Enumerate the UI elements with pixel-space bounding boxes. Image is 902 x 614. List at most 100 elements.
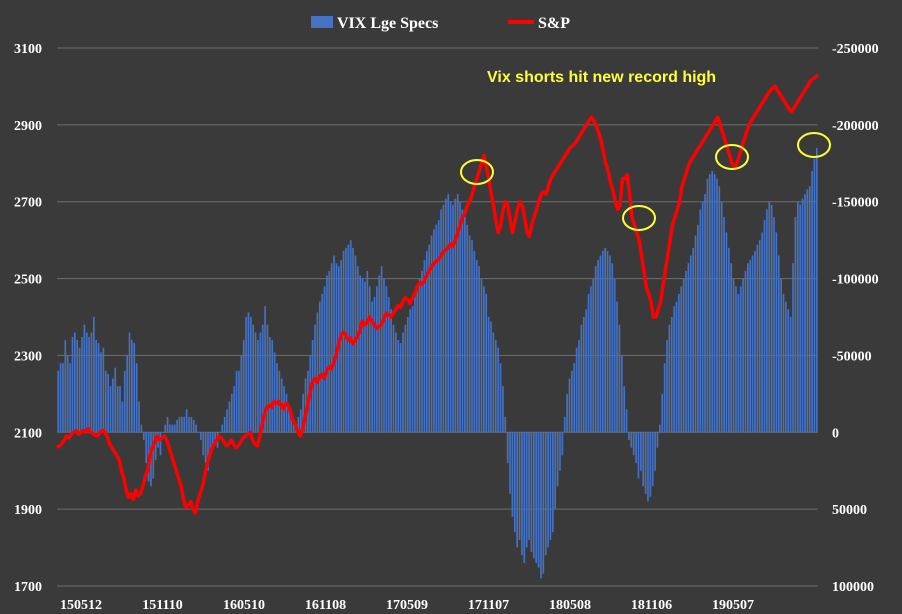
vix-bar [639,432,642,471]
vix-bar [502,386,504,433]
vix-bar [254,332,257,433]
vix-bar [616,301,618,433]
vix-bar [466,224,469,433]
vix-bar [416,286,419,433]
vix-bar [609,255,611,433]
vix-bar [744,270,747,433]
vix-bar [511,432,514,517]
vix-bar [813,158,816,433]
vix-bar [518,432,521,540]
vix-bar [428,244,431,433]
vix-bar [727,247,730,433]
vix-bar [142,432,145,440]
vix-bar [159,432,162,456]
vix-bar [785,301,787,433]
vix-bar [385,286,388,433]
vix-bar [83,324,86,433]
x-tick-label-4: 170509 [386,598,428,613]
vix-bar [516,432,518,548]
vix-bar [135,363,138,433]
vix-bar [559,432,561,471]
vix-bar [611,263,614,433]
highlight-circle-4 [797,132,831,158]
left-tick-label-6: 2900 [14,119,42,134]
vix-bar [425,250,428,433]
right-tick-label-7: -250000 [832,42,879,57]
vix-bar [261,324,264,433]
vix-bar [782,293,785,433]
vix-bar [62,363,64,433]
vix-bar [114,367,117,433]
vix-bar [59,363,62,433]
vix-bar [490,321,492,433]
vix-bar [656,432,659,448]
vix-bar [713,174,716,433]
vix-bar [418,278,421,433]
vix-bar [587,293,590,433]
vix-bar [116,386,119,433]
vix-bar [706,178,709,433]
vix-bar [88,336,90,433]
left-tick-label-5: 2700 [14,196,42,211]
vix-bar [66,355,69,433]
vix-bar [699,209,702,433]
vix-bar [95,340,98,433]
vix-bar [692,247,694,433]
vix-bar [249,317,252,433]
vix-bar [549,432,552,540]
vix-bar [544,432,547,556]
vix-bar [228,401,231,433]
vix-bar [644,432,647,494]
vix-bar [815,147,818,433]
highlight-circle-3 [715,144,749,170]
sp-line [55,73,820,515]
x-axis-ticks: 150512 151110 160510 161108 170509 171107 1805… [60,598,754,613]
vix-bar [737,293,740,433]
vix-bar [659,424,661,433]
vix-bar [592,278,595,433]
vix-bar [542,432,545,574]
x-tick-label-6: 180508 [549,598,591,613]
vix-bar [566,393,568,433]
vix-bar [509,432,511,494]
vix-bar [749,260,752,433]
vix-bar [625,409,628,433]
vix-bar [178,416,181,433]
x-tick-label-0: 150512 [60,598,102,613]
vix-bar [697,224,699,433]
vix-bar [768,201,771,433]
vix-bar [290,416,293,433]
vix-bar [694,235,697,433]
vix-bar [766,209,768,433]
vix-bar [447,194,450,433]
vix-bar [663,363,666,433]
vix-bar [188,416,190,433]
vix-bar [754,250,756,433]
vix-bar [461,209,464,433]
vix-bar [430,235,433,433]
vix-bar [78,347,81,433]
vix-bar [200,432,202,440]
vix-bar [556,432,559,487]
vix-bar [528,432,530,540]
vix-bar [297,416,300,433]
vix-bar [732,278,735,433]
vix-bar [735,286,737,433]
left-tick-label-2: 2100 [14,426,42,441]
vix-bar [606,250,609,433]
vix-bar [64,340,67,433]
vix-bar [235,370,238,433]
vix-bar [673,306,675,433]
vix-bar [285,393,288,433]
vix-bar [169,424,171,433]
vix-bar [102,347,105,433]
vix-bar [471,240,473,433]
vix-bar [209,432,212,456]
vix-bar [304,378,307,433]
vix-bar [475,260,478,433]
left-tick-label-1: 1900 [14,503,42,518]
vix-bar [226,409,228,433]
vix-bar [725,232,728,433]
vix-bar [109,386,112,433]
